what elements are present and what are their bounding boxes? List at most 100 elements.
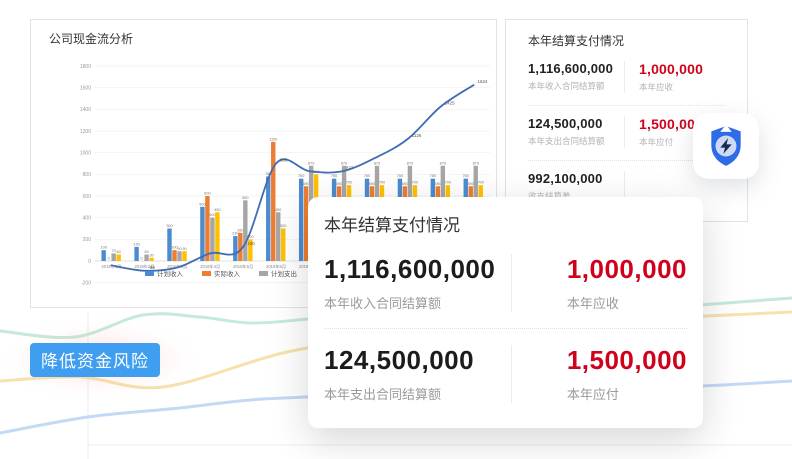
svg-text:1100: 1100 xyxy=(269,137,277,141)
svg-text:700: 700 xyxy=(379,181,385,185)
svg-text:1800: 1800 xyxy=(80,64,91,70)
svg-text:700: 700 xyxy=(478,181,484,185)
balance-value: 992,100,000 xyxy=(528,171,603,186)
popup-income-settlement-value: 1,116,600,000 xyxy=(324,254,496,284)
svg-text:2019年2月: 2019年2月 xyxy=(134,263,154,270)
svg-text:200: 200 xyxy=(83,237,92,243)
popup-expense-settlement-label: 本年支出合同结算额 xyxy=(324,387,442,402)
svg-text:827: 827 xyxy=(346,165,354,170)
payable-value: 1,500,000 xyxy=(639,116,704,132)
risk-badge: 降低资金风险 xyxy=(30,343,160,377)
svg-text:500: 500 xyxy=(199,202,205,206)
receivable-value: 1,000,000 xyxy=(639,61,704,77)
svg-text:400: 400 xyxy=(209,213,215,217)
svg-text:0: 0 xyxy=(141,257,143,261)
popup-payable-label: 本年应付 xyxy=(566,387,619,402)
svg-text:260: 260 xyxy=(237,228,243,232)
svg-text:实际收入: 实际收入 xyxy=(214,269,241,278)
expense-settlement-value: 124,500,000 xyxy=(528,116,603,131)
svg-text:400: 400 xyxy=(83,215,92,221)
settlement-row-income: 1,116,600,000 本年收入合同结算额 1,000,000 本年应收 xyxy=(528,59,725,99)
divider xyxy=(324,328,687,329)
popup-row-expense: 124,500,000 本年支出合同结算额 1,500,000 本年应付 xyxy=(324,341,687,407)
svg-text:690: 690 xyxy=(303,182,309,186)
svg-text:70: 70 xyxy=(112,249,116,253)
svg-text:700: 700 xyxy=(445,181,451,185)
svg-text:90: 90 xyxy=(177,247,181,251)
divider xyxy=(528,105,725,106)
svg-text:2019年6月: 2019年6月 xyxy=(266,263,286,270)
svg-text:450: 450 xyxy=(214,208,220,212)
shield-lightning-icon xyxy=(711,124,741,166)
svg-text:690: 690 xyxy=(468,182,474,186)
svg-text:600: 600 xyxy=(204,192,210,196)
svg-text:690: 690 xyxy=(336,182,342,186)
popup-receivable-value: 1,000,000 xyxy=(566,254,687,284)
popup-income-settlement-label: 本年收入合同结算额 xyxy=(324,296,442,311)
svg-text:200: 200 xyxy=(247,235,253,239)
svg-text:-90: -90 xyxy=(148,265,155,270)
popup-receivable-label: 本年应收 xyxy=(566,296,619,311)
svg-text:1000: 1000 xyxy=(80,150,91,156)
svg-text:700: 700 xyxy=(412,181,418,185)
svg-text:760: 760 xyxy=(397,174,403,178)
svg-text:90: 90 xyxy=(182,247,186,251)
svg-text:780: 780 xyxy=(265,172,271,176)
svg-text:2019年1月: 2019年1月 xyxy=(101,263,121,270)
svg-text:760: 760 xyxy=(463,174,469,178)
divider xyxy=(528,160,725,161)
settlement-row-expense: 124,500,000 本年支出合同结算额 1,500,000 本年应付 xyxy=(528,114,725,154)
svg-text:计划收入: 计划收入 xyxy=(157,269,184,278)
svg-text:计划支出: 计划支出 xyxy=(271,269,297,278)
popup-row-income: 1,116,600,000 本年收入合同结算额 1,000,000 本年应收 xyxy=(324,250,687,316)
svg-text:300: 300 xyxy=(280,224,286,228)
svg-text:1200: 1200 xyxy=(80,129,91,135)
svg-text:2019年4月: 2019年4月 xyxy=(200,263,220,270)
income-settlement-label: 本年收入合同结算额 xyxy=(528,81,605,91)
svg-text:0: 0 xyxy=(88,259,91,265)
settlement-panel-title: 本年结算支付情况 xyxy=(528,34,625,48)
svg-text:690: 690 xyxy=(435,182,441,186)
svg-text:2019年5月: 2019年5月 xyxy=(233,263,253,270)
svg-text:760: 760 xyxy=(430,174,436,178)
svg-text:100: 100 xyxy=(100,246,106,250)
svg-text:1624: 1624 xyxy=(478,79,489,84)
svg-text:130: 130 xyxy=(133,242,139,246)
svg-text:1126: 1126 xyxy=(412,133,422,138)
income-settlement-value: 1,116,600,000 xyxy=(528,61,614,76)
shield-card xyxy=(693,113,759,179)
popup-payable-value: 1,500,000 xyxy=(566,345,687,375)
balance-label: 收支结算差 xyxy=(528,191,571,201)
svg-text:60: 60 xyxy=(144,250,148,254)
svg-text:760: 760 xyxy=(298,174,304,178)
svg-text:879: 879 xyxy=(440,161,446,165)
svg-text:760: 760 xyxy=(364,174,370,178)
svg-text:879: 879 xyxy=(473,161,479,165)
svg-text:879: 879 xyxy=(407,161,413,165)
popup-title: 本年结算支付情况 xyxy=(324,216,460,235)
receivable-label: 本年应收 xyxy=(639,82,674,92)
settlement-row-balance: 992,100,000 收支结算差 xyxy=(528,169,725,208)
svg-text:2019年3月: 2019年3月 xyxy=(167,263,187,270)
svg-text:300: 300 xyxy=(166,224,172,228)
svg-text:879: 879 xyxy=(341,161,347,165)
svg-text:760: 760 xyxy=(331,174,337,178)
payable-label: 本年应付 xyxy=(639,137,674,147)
svg-text:60: 60 xyxy=(117,250,121,254)
svg-text:30: 30 xyxy=(149,253,153,257)
svg-text:700: 700 xyxy=(346,181,352,185)
cashflow-card-title: 公司现金流分析 xyxy=(49,32,134,46)
svg-text:1425: 1425 xyxy=(445,101,456,106)
svg-text:879: 879 xyxy=(374,161,380,165)
svg-text:560: 560 xyxy=(242,196,248,200)
settlement-popup: 本年结算支付情况 1,116,600,000 本年收入合同结算额 1,000,0… xyxy=(308,197,703,428)
svg-text:1400: 1400 xyxy=(80,107,91,113)
svg-text:690: 690 xyxy=(402,182,408,186)
svg-text:690: 690 xyxy=(369,182,375,186)
svg-text:230: 230 xyxy=(232,232,238,236)
svg-text:600: 600 xyxy=(83,194,92,200)
svg-text:450: 450 xyxy=(275,208,281,212)
svg-text:-200: -200 xyxy=(81,280,91,286)
svg-text:100: 100 xyxy=(171,246,177,250)
